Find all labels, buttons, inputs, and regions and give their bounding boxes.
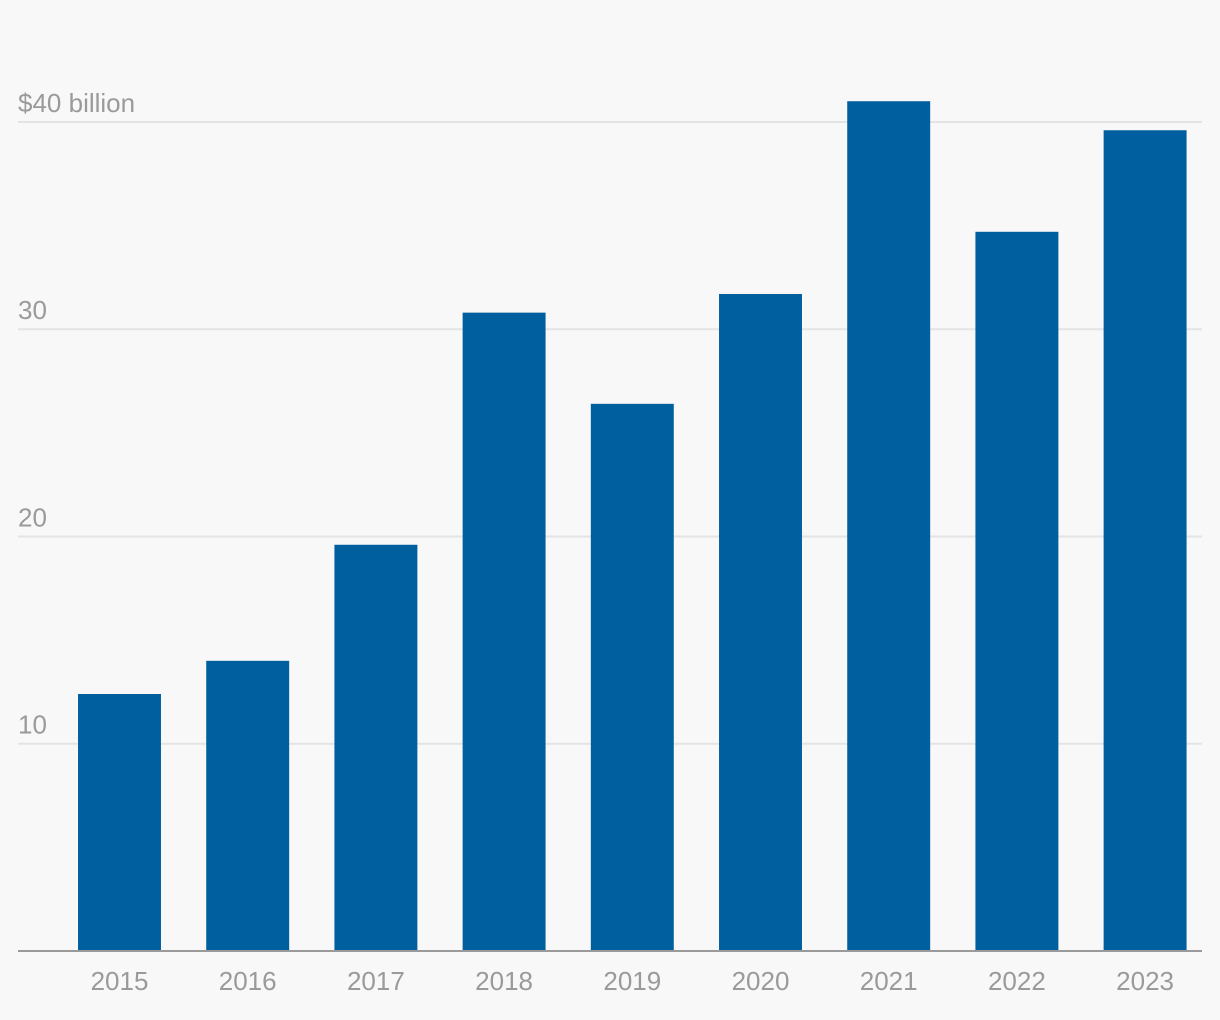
bar	[847, 101, 931, 951]
bar	[462, 312, 546, 952]
y-tick-label: $40 billion	[18, 88, 135, 118]
y-tick-label: 30	[18, 295, 47, 325]
bar	[334, 544, 418, 951]
bar	[719, 293, 802, 952]
x-tick-label: 2016	[219, 966, 277, 996]
x-tick-label: 2015	[91, 966, 149, 996]
bar	[1103, 130, 1187, 951]
x-tick-label: 2018	[475, 966, 533, 996]
bar	[78, 693, 161, 951]
y-tick-label: 10	[18, 710, 47, 740]
x-tick-label: 2023	[1116, 966, 1174, 996]
bar	[975, 231, 1059, 951]
bar	[206, 660, 290, 951]
y-tick-label: 20	[18, 502, 47, 532]
x-tick-label: 2022	[988, 966, 1046, 996]
x-tick-label: 2021	[860, 966, 918, 996]
bar	[590, 403, 674, 951]
x-tick-label: 2019	[603, 966, 661, 996]
x-tick-label: 2017	[347, 966, 405, 996]
x-tick-label: 2020	[732, 966, 790, 996]
